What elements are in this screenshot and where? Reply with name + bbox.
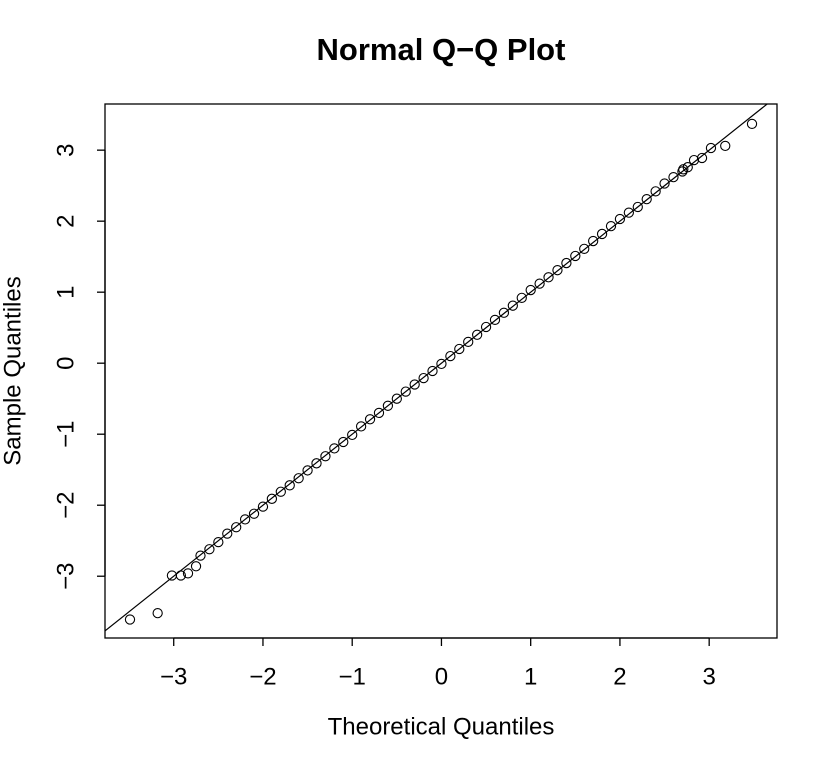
x-tick-label: 0 [435, 663, 448, 690]
point [222, 528, 233, 539]
point [605, 220, 617, 232]
chart-title: Normal Q−Q Plot [317, 32, 566, 67]
point [614, 213, 626, 225]
point [124, 614, 136, 625]
x-tick-label: 3 [702, 663, 715, 690]
point [688, 154, 700, 166]
point [266, 493, 278, 504]
point [436, 358, 447, 370]
point [596, 228, 608, 240]
point [257, 501, 269, 512]
point [418, 372, 429, 384]
point [302, 465, 313, 476]
y-tick-label: 3 [52, 143, 79, 156]
point [329, 443, 340, 454]
point [409, 379, 420, 390]
y-tick-label: −1 [52, 421, 79, 448]
point [561, 257, 572, 269]
point [552, 265, 563, 276]
point [152, 607, 163, 619]
y-tick-label: 2 [52, 214, 79, 227]
point [471, 329, 483, 340]
point [570, 250, 581, 262]
point [659, 178, 670, 189]
point [284, 480, 295, 491]
y-tick-label: 0 [52, 357, 79, 370]
point [516, 292, 527, 304]
point [641, 194, 652, 205]
point [320, 451, 331, 462]
x-tick-label: 1 [524, 663, 537, 690]
point [525, 284, 536, 296]
point [534, 278, 545, 289]
point [623, 207, 635, 218]
point [746, 118, 758, 130]
point [248, 508, 260, 519]
point [382, 400, 394, 411]
y-tick-label: −3 [52, 563, 79, 590]
point [543, 272, 554, 283]
point [338, 436, 349, 448]
point [696, 152, 708, 164]
point [489, 314, 501, 326]
point [498, 307, 510, 318]
point [347, 429, 358, 441]
x-tick-label: −3 [160, 663, 187, 690]
point [463, 336, 474, 348]
reference-line [105, 104, 769, 632]
point [190, 561, 202, 572]
point [682, 162, 693, 173]
y-axis-label: Sample Quantiles [0, 276, 26, 465]
point [480, 321, 492, 333]
point [507, 300, 518, 311]
y-tick-label: 1 [52, 285, 79, 298]
point [579, 243, 590, 255]
point [373, 407, 385, 419]
point [427, 365, 438, 377]
point [400, 386, 411, 397]
point [720, 140, 731, 152]
point [588, 235, 599, 247]
y-tick-label: −2 [52, 492, 79, 519]
point [650, 186, 661, 197]
point [632, 201, 643, 213]
point [311, 458, 322, 469]
point [231, 522, 242, 533]
x-axis-label: Theoretical Quantiles [328, 713, 555, 740]
point [364, 414, 376, 425]
x-tick-label: −1 [339, 663, 366, 690]
point [239, 514, 251, 525]
point [204, 544, 215, 555]
point [195, 550, 206, 561]
point [293, 473, 304, 484]
plot-frame [104, 103, 778, 639]
point [705, 142, 717, 154]
point [175, 570, 187, 581]
x-tick-label: −2 [249, 663, 276, 690]
point [213, 536, 224, 548]
point [391, 393, 402, 404]
point [445, 350, 456, 362]
point [454, 343, 465, 355]
point [275, 486, 286, 497]
point [355, 421, 367, 432]
x-tick-label: 2 [613, 663, 626, 690]
point [668, 171, 679, 183]
point [182, 568, 194, 579]
